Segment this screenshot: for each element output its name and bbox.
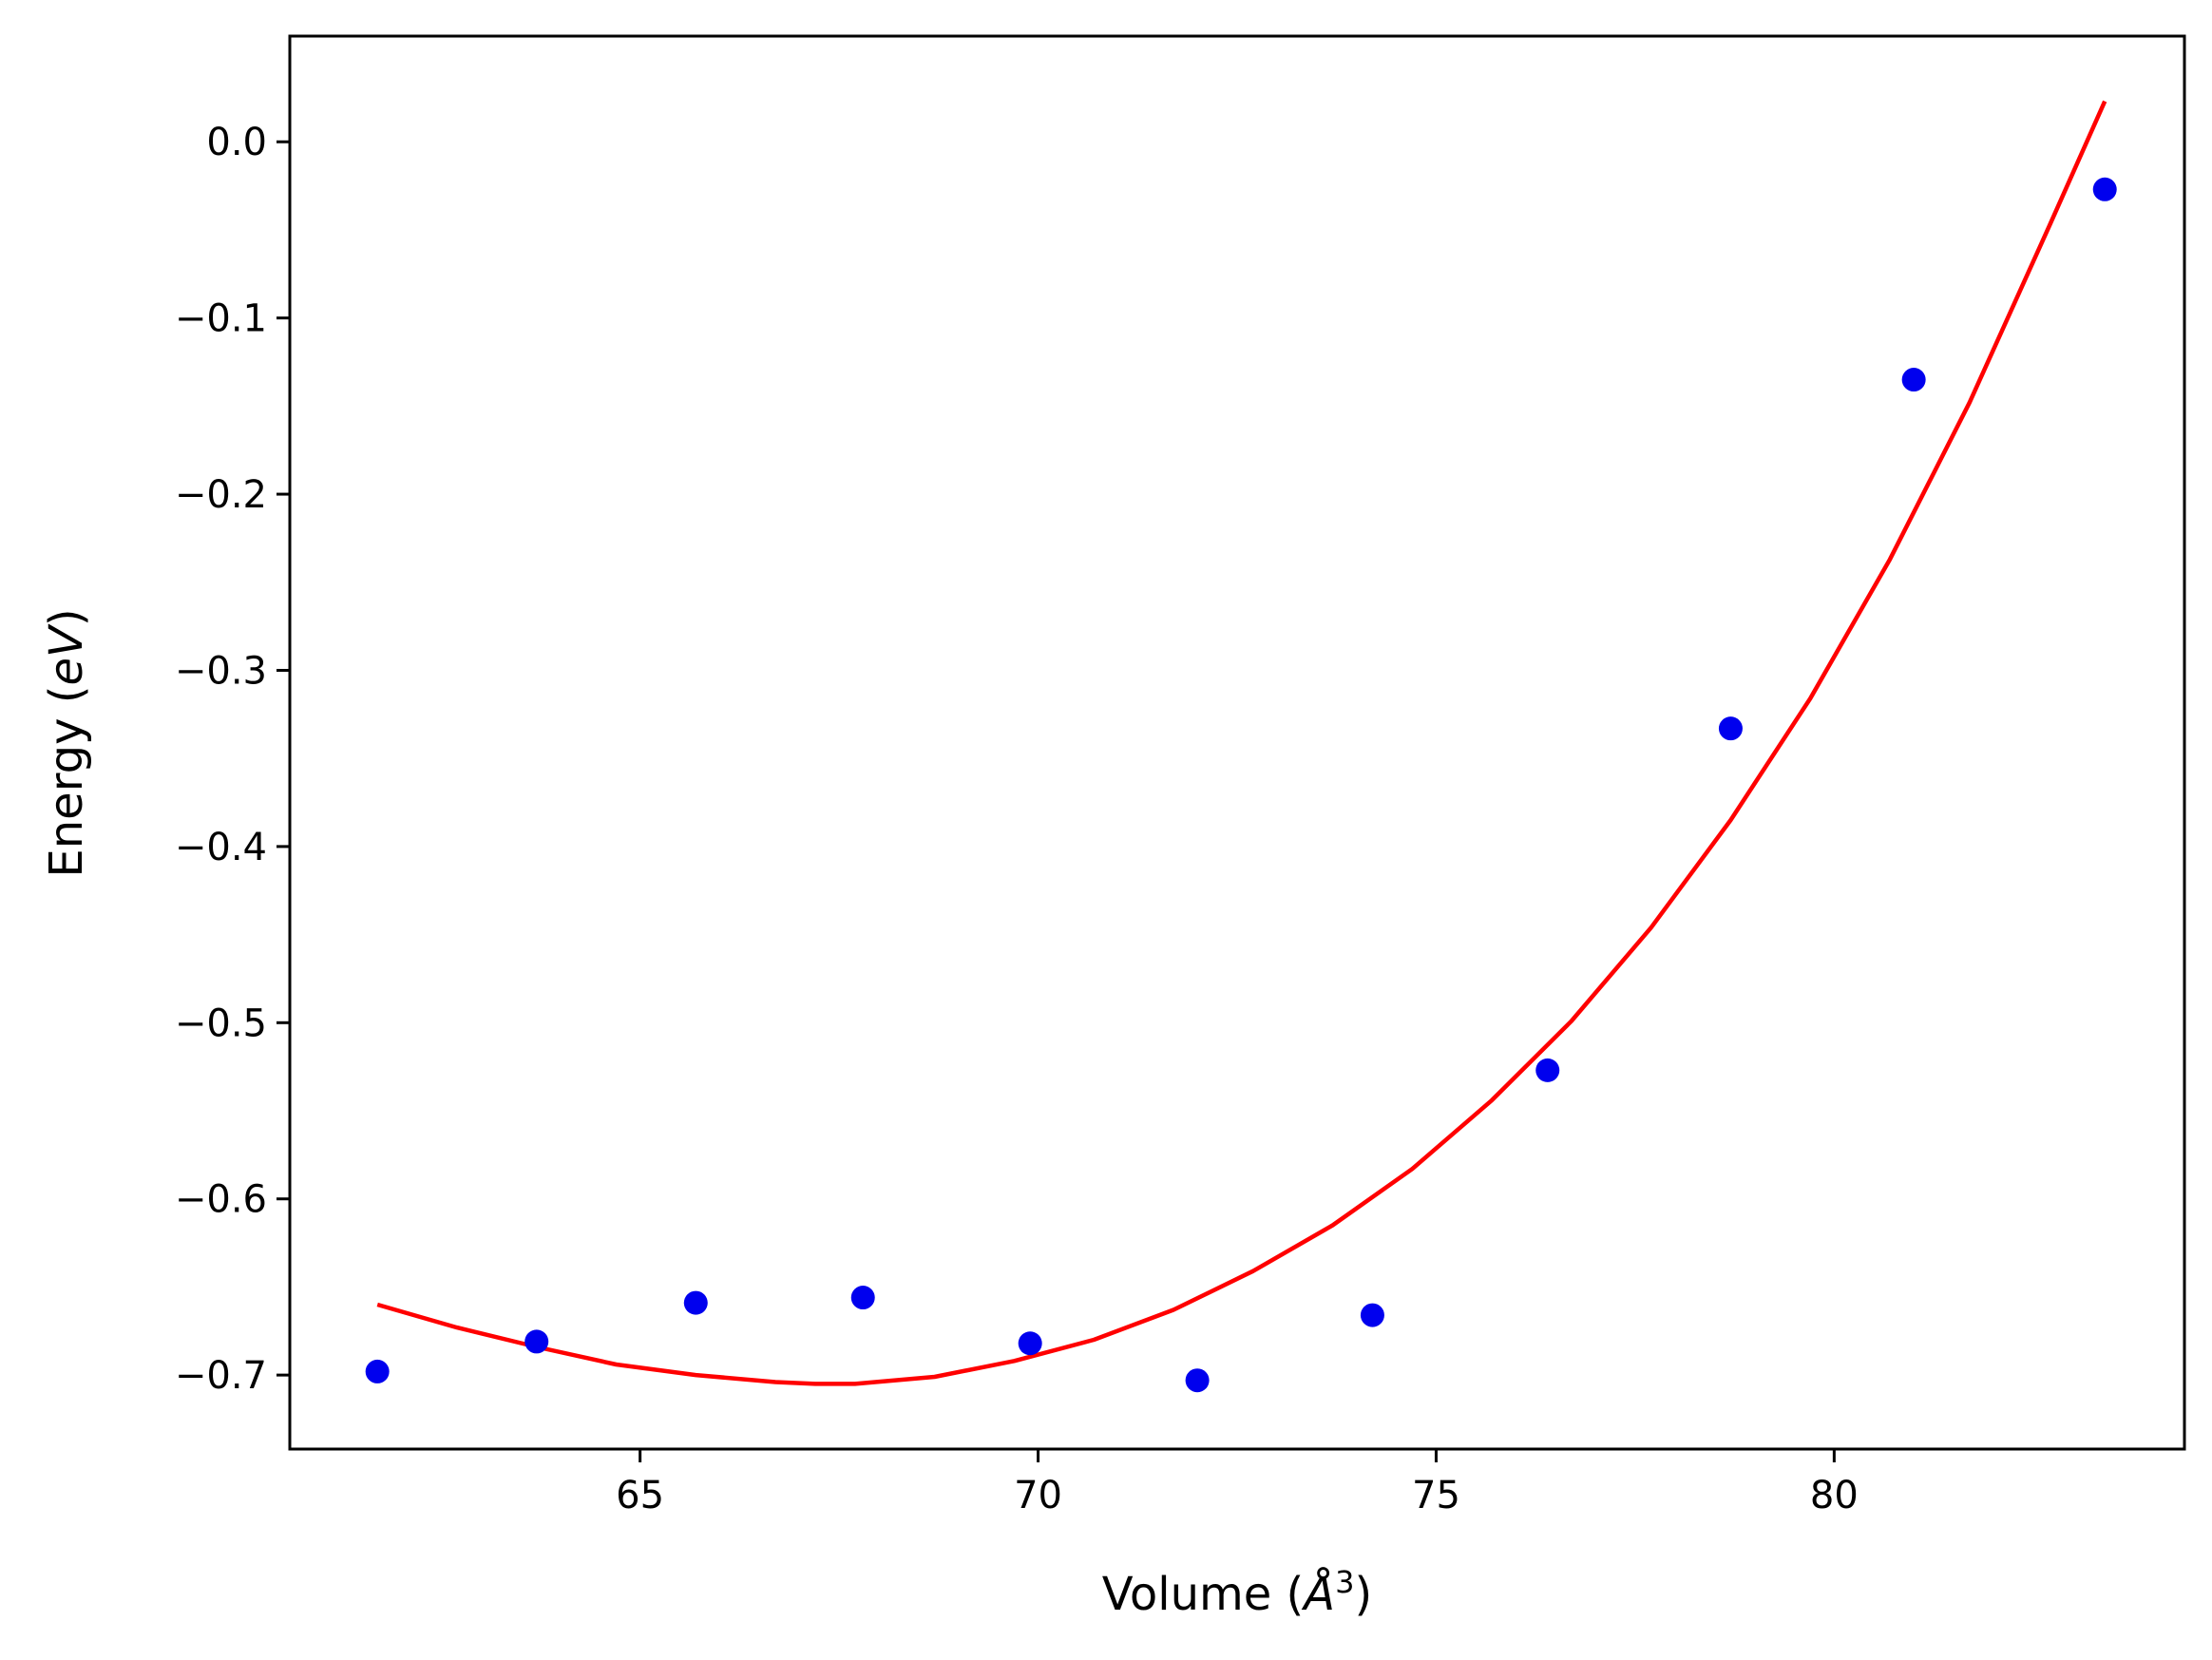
- y-tick-label: 0.0: [206, 121, 267, 164]
- y-tick-label: −0.5: [175, 1002, 267, 1045]
- data-point: [524, 1329, 549, 1354]
- y-tick-label: −0.2: [175, 473, 267, 517]
- data-point: [1718, 716, 1743, 741]
- x-axis-title: Volume (Å3): [1102, 1564, 1372, 1621]
- x-axis-ticks: 65 70 75 80: [616, 1449, 1859, 1517]
- x-tick-label: 80: [1810, 1474, 1859, 1517]
- y-tick-label: −0.6: [175, 1178, 267, 1222]
- y-axis-title: Energy (eV): [40, 608, 93, 877]
- data-point: [683, 1290, 708, 1315]
- y-tick-label: −0.3: [175, 649, 267, 693]
- x-tick-label: 65: [616, 1474, 664, 1517]
- y-tick-label: −0.1: [175, 297, 267, 341]
- y-axis-ticks: 0.0 −0.1 −0.2 −0.3 −0.4 −0.5 −0.6 −0.7: [175, 121, 290, 1398]
- x-axis-title-text: Volume: [1102, 1568, 1272, 1621]
- fit-curve: [376, 100, 2107, 1386]
- data-point: [1901, 368, 1926, 392]
- data-point: [850, 1286, 875, 1310]
- data-point: [1535, 1058, 1560, 1082]
- data-point: [1360, 1303, 1384, 1327]
- y-tick-label: −0.7: [175, 1354, 267, 1398]
- y-axis-title-text: Energy: [40, 718, 93, 878]
- plot-frame: [288, 34, 2186, 1451]
- x-axis-unit-exponent: 3: [1335, 1564, 1354, 1600]
- x-axis-unit-symbol: Å: [1301, 1567, 1335, 1621]
- plot-series: [365, 100, 2117, 1393]
- data-point: [2092, 177, 2117, 201]
- x-tick-label: 75: [1412, 1474, 1460, 1517]
- data-point: [1185, 1368, 1210, 1393]
- data-point: [365, 1359, 390, 1383]
- y-axis-unit: eV: [40, 623, 93, 686]
- data-point: [1018, 1331, 1042, 1356]
- x-tick-label: 70: [1014, 1474, 1062, 1517]
- y-tick-label: −0.4: [175, 826, 267, 869]
